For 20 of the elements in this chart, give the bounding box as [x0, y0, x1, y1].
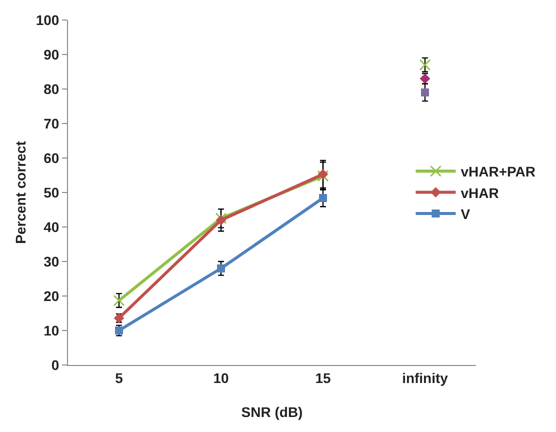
legend-label: V	[460, 206, 471, 222]
y-tick-label: 30	[44, 253, 60, 270]
y-tick-label: 40	[44, 218, 60, 235]
y-tick-label: 60	[44, 150, 60, 166]
y-tick-label: 50	[44, 184, 60, 200]
x-tick-label: 15	[315, 370, 331, 386]
x-tick-label: 5	[115, 370, 124, 386]
y-tick-label: 80	[44, 80, 60, 97]
x-tick-label: infinity	[402, 370, 448, 386]
y-axis-title: Percent correct	[12, 140, 28, 244]
y-tick-label: 70	[44, 115, 60, 132]
legend-label: vHAR+PAR	[460, 164, 536, 180]
y-tick-label: 0	[51, 356, 60, 373]
x-tick-label: 10	[213, 370, 229, 386]
y-tick-label: 100	[36, 12, 60, 28]
x-axis-title: SNR (dB)	[241, 404, 303, 420]
y-tick-label: 10	[44, 322, 60, 338]
y-tick-label: 90	[44, 46, 60, 62]
y-tick-label: 20	[44, 288, 60, 304]
legend-label: vHAR	[460, 184, 499, 201]
